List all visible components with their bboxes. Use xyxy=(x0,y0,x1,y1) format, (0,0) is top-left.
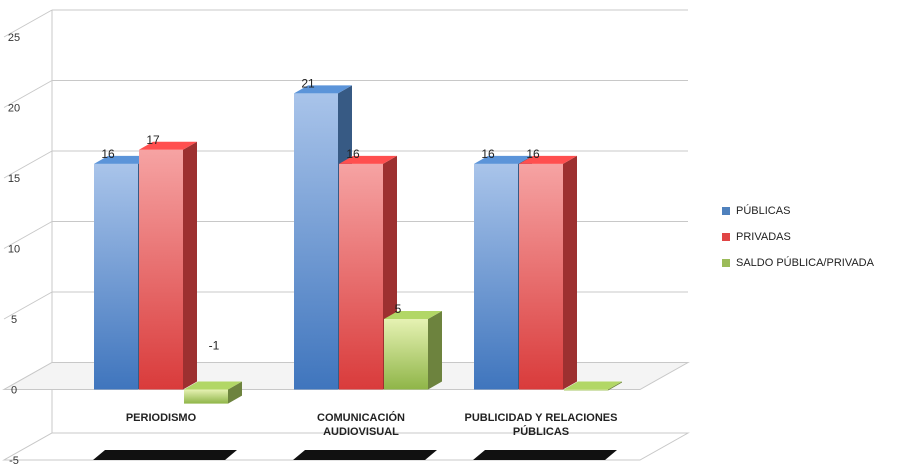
legend-item: PRIVADAS xyxy=(722,224,874,250)
data-label: 16 xyxy=(101,147,115,161)
bar-side-1-2 xyxy=(563,155,577,390)
y-tick-label: 5 xyxy=(11,314,17,326)
data-label: 5 xyxy=(395,302,402,316)
data-label: 16 xyxy=(481,147,495,161)
bar-1-0 xyxy=(139,149,183,390)
bar-2-0 xyxy=(184,389,228,404)
gridline-side xyxy=(3,291,53,320)
bar-top-0-0 xyxy=(94,155,152,164)
bar-side-2-2 xyxy=(608,381,622,391)
gridline-side xyxy=(3,9,53,38)
legend-item: PÚBLICAS xyxy=(722,198,874,224)
legend-swatch xyxy=(722,233,730,241)
y-tick-label: -5 xyxy=(9,455,19,467)
bar-side-2-1 xyxy=(428,311,442,390)
y-tick-label: 25 xyxy=(8,32,20,44)
category-label: AUDIOVISUAL xyxy=(323,426,399,438)
y-tick-label: 10 xyxy=(8,244,20,256)
bar-1-2 xyxy=(519,163,563,390)
gridline-side xyxy=(3,150,53,179)
data-label: 21 xyxy=(301,76,315,90)
bar-top-0-1 xyxy=(294,85,352,94)
category-label: PUBLICIDAD Y RELACIONES xyxy=(464,412,617,424)
data-label: -1 xyxy=(209,339,220,353)
bar-2-1 xyxy=(384,319,428,390)
bar-2-2 xyxy=(564,389,608,391)
legend-label: PÚBLICAS xyxy=(736,205,791,217)
bar-top-2-0 xyxy=(184,381,242,390)
data-label: 17 xyxy=(146,133,160,147)
bar-1-1 xyxy=(339,163,383,390)
y-tick-label: 15 xyxy=(8,173,20,185)
bar-top-2-2 xyxy=(564,381,622,390)
bar-side-1-0 xyxy=(183,141,197,390)
gridline-side xyxy=(3,80,53,108)
bar-top-1-1 xyxy=(339,155,397,164)
legend-swatch xyxy=(722,259,730,267)
data-label: 16 xyxy=(526,147,540,161)
y-tick-label: 20 xyxy=(8,103,20,115)
bar-top-1-2 xyxy=(519,155,577,164)
category-shadow xyxy=(93,450,237,460)
category-label: PERIODISMO xyxy=(126,412,197,424)
data-label: 16 xyxy=(346,147,360,161)
bar-top-2-1 xyxy=(384,311,442,319)
category-shadow xyxy=(293,450,437,460)
legend-swatch xyxy=(722,207,730,215)
category-label: PÚBLICAS xyxy=(513,425,569,438)
legend-label: PRIVADAS xyxy=(736,231,791,243)
y-tick-label: 0 xyxy=(11,385,17,397)
bar-top-1-0 xyxy=(139,141,197,150)
legend-label: SALDO PÚBLICA/PRIVADA xyxy=(736,257,874,269)
bar-top-0-2 xyxy=(474,155,532,164)
gridline-side xyxy=(3,221,53,249)
category-shadow xyxy=(473,450,617,460)
legend: PÚBLICAS PRIVADAS SALDO PÚBLICA/PRIVADA xyxy=(722,198,874,276)
bar-0-2 xyxy=(474,163,518,390)
bar-side-2-0 xyxy=(228,381,242,404)
legend-item: SALDO PÚBLICA/PRIVADA xyxy=(722,250,874,276)
category-label: COMUNICACIÓN xyxy=(317,411,405,424)
bar-0-0 xyxy=(94,163,138,390)
bar-0-1 xyxy=(294,93,338,390)
